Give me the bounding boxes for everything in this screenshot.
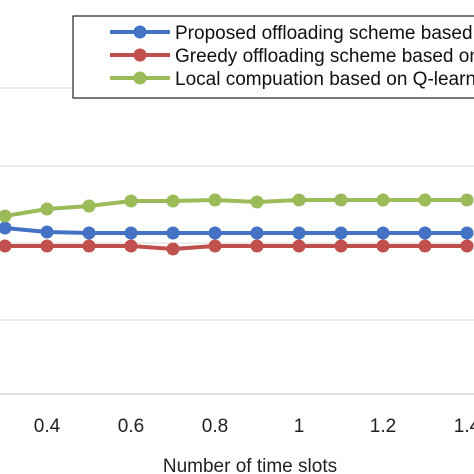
data-point — [334, 226, 348, 240]
data-point — [334, 239, 348, 253]
legend-swatch-marker — [133, 71, 147, 85]
x-tick-label: 0.6 — [118, 416, 144, 437]
series-layer — [0, 193, 474, 256]
data-point — [250, 239, 264, 253]
data-point — [124, 239, 138, 253]
x-axis-title: Number of time slots — [163, 456, 337, 474]
series-line-0 — [4, 226, 467, 235]
x-tick-label: 1 — [294, 416, 305, 437]
data-point — [0, 209, 12, 223]
data-point — [124, 194, 138, 208]
series-line-1 — [5, 244, 467, 251]
data-point — [376, 193, 390, 207]
data-point — [82, 199, 96, 213]
data-point — [376, 239, 390, 253]
gridlines — [0, 87, 474, 321]
data-point — [82, 226, 96, 240]
legend-label: Local compuation based on Q-learning — [175, 69, 474, 90]
data-point — [292, 226, 306, 240]
data-point — [166, 242, 180, 256]
x-tick-label: 0.8 — [202, 416, 228, 437]
data-point — [40, 225, 54, 239]
legend-swatch-marker — [133, 48, 147, 62]
data-point — [166, 194, 180, 208]
data-point — [208, 193, 222, 207]
data-point — [418, 226, 432, 240]
data-point — [334, 193, 348, 207]
data-point — [460, 226, 474, 240]
legend-label: Proposed offloading scheme based on Q-le… — [175, 23, 474, 44]
data-point — [40, 202, 54, 216]
x-tick-labels: 0.4 0.6 0.8 1 1.2 1.4 — [34, 416, 474, 437]
data-point — [124, 226, 138, 240]
data-point — [82, 239, 96, 253]
data-point — [292, 193, 306, 207]
legend-label: Greedy offloading scheme based on Q-lear… — [175, 46, 474, 67]
legend: Proposed offloading scheme based on Q-le… — [72, 15, 474, 99]
x-tick-label: 0.4 — [34, 416, 61, 437]
data-point — [0, 221, 12, 235]
data-point — [418, 193, 432, 207]
data-point — [208, 239, 222, 253]
x-tick-label: 1.4 — [454, 416, 474, 437]
data-point — [376, 226, 390, 240]
data-point — [418, 239, 432, 253]
series-line-2 — [4, 198, 467, 218]
data-point — [460, 193, 474, 207]
data-point — [208, 226, 222, 240]
data-point — [40, 239, 54, 253]
data-point — [250, 195, 264, 209]
data-point — [166, 226, 180, 240]
data-point — [292, 239, 306, 253]
data-point — [460, 239, 474, 253]
data-point — [250, 226, 264, 240]
legend-swatch-marker — [133, 25, 147, 39]
x-tick-label: 1.2 — [370, 416, 396, 437]
data-point — [0, 239, 12, 253]
